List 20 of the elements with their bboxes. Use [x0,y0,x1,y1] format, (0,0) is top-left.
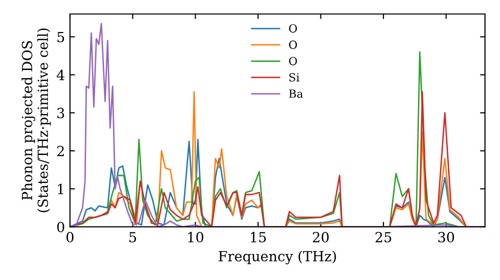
y-tick-label: 4 [56,70,64,80]
legend-label: Si [289,73,300,82]
x-tick-label: 25 [376,232,392,242]
legend-label: O [289,24,297,33]
x-tick-label: 10 [188,232,204,242]
x-tick-label: 5 [129,232,136,242]
legend-label: O [289,56,297,66]
x-tick-label: 20 [312,232,329,242]
x-tick-label: 0 [66,232,74,242]
y-tick-label: 0 [57,222,64,232]
x-axis-title: Frequency (THz) [218,250,336,264]
y-tick-label: 3 [57,108,64,118]
x-tick-label: 15 [250,232,266,242]
y-tick-label: 5 [57,32,64,42]
y-axis-title: Phonon projected DOS (States/THz·primitive cell) [22,28,51,212]
y-tick-label: 1 [58,184,64,194]
x-tick-label: 30 [438,232,454,242]
legend-label: Ba [289,90,303,98]
legend-label: O [289,40,297,49]
y-tick-label: 2 [57,146,64,156]
